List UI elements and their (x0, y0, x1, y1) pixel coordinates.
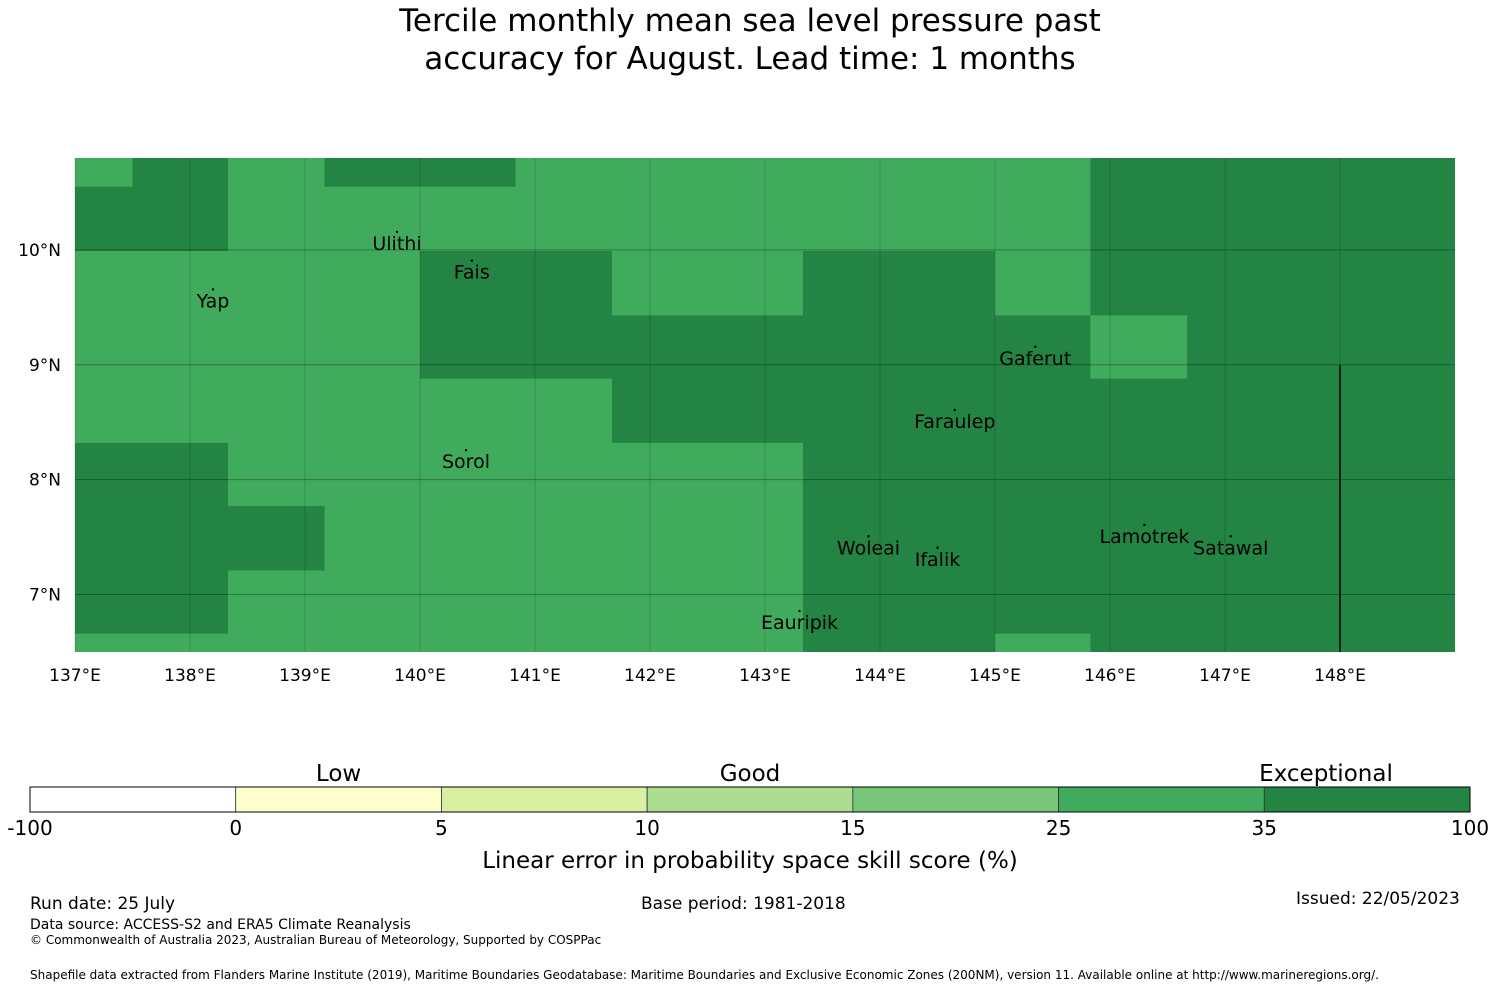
island-label: Ifalik (915, 549, 961, 571)
lon-tick-label: 146°E (1084, 666, 1136, 686)
lat-tick-label: 8°N (29, 471, 61, 491)
colorbar-bin (852, 786, 1059, 813)
colorbar-bin (1263, 786, 1471, 813)
heatmap-cell-exceptional (1090, 251, 1188, 316)
island-marker (867, 535, 870, 538)
heatmap-cell-exceptional (899, 633, 995, 652)
colorbar-tick-label: 0 (229, 816, 242, 840)
lon-tick-label: 143°E (739, 666, 791, 686)
lon-tick-label: 139°E (279, 666, 331, 686)
lat-tick-label: 7°N (29, 586, 61, 606)
island-label: Satawal (1193, 537, 1268, 559)
colorbar-bin (441, 786, 648, 813)
island-label: Gaferut (999, 348, 1071, 370)
colorbar-tick-label: 100 (1451, 816, 1489, 840)
colorbar-tick-label: 10 (634, 816, 659, 840)
lon-tick-label: 138°E (164, 666, 216, 686)
map-panel (74, 158, 1455, 652)
island-label: Sorol (442, 451, 490, 473)
title-line-1: Tercile monthly mean sea level pressure … (399, 3, 1101, 39)
colorbar-tick-label: 15 (840, 816, 865, 840)
island-marker (798, 609, 801, 613)
lon-tick-label: 142°E (624, 666, 676, 686)
lon-tick-label: 137°E (49, 666, 101, 686)
heatmap-cell-exceptional (802, 251, 995, 652)
heatmap-cell-exceptional (75, 442, 228, 634)
copyright-notice: © Commonwealth of Australia 2023, Austra… (30, 933, 602, 947)
colorbar: -100 0 5 10 15 25 35 100 Low Good Exceptional Linea… (7, 761, 1489, 874)
heatmap-cell-exceptional (132, 158, 228, 187)
lon-tick-label: 148°E (1314, 666, 1366, 686)
heatmap-cell-good (1090, 315, 1188, 379)
heatmap-cell-exceptional (227, 506, 325, 571)
island-marker (1034, 345, 1037, 348)
heatmap-cell-exceptional (1090, 158, 1455, 252)
colorbar-bin (29, 786, 237, 813)
heatmap-cell-exceptional (420, 251, 613, 379)
island-marker (1143, 523, 1146, 527)
heatmap-cell-exceptional (995, 315, 1091, 634)
colorbar-tick-label: -100 (7, 816, 52, 840)
island-marker (211, 288, 215, 291)
island-marker (953, 408, 956, 412)
colorbar-bin (235, 786, 442, 813)
island-label: Yap (196, 290, 230, 312)
island-label: Eauripik (761, 612, 838, 634)
shapefile-credit: Shapefile data extracted from Flanders M… (30, 968, 1379, 982)
map-title: Tercile monthly mean sea level pressure … (0, 2, 1500, 78)
island-marker (936, 546, 939, 550)
island-marker (464, 448, 468, 452)
lat-tick-label: 9°N (29, 356, 61, 376)
island-label: Woleai (837, 537, 900, 559)
colorbar-frame (29, 786, 1471, 813)
title-line-2: accuracy for August. Lead time: 1 months (424, 41, 1076, 77)
colorbar-category-label: Exceptional (1259, 761, 1393, 787)
colorbar-bin (646, 786, 854, 813)
colorbar-bin (1058, 786, 1265, 813)
island-label: Fais (454, 262, 490, 284)
colorbar-tick-label: 5 (435, 816, 448, 840)
island-label: Ulithi (372, 233, 421, 255)
colorbar-tick-label: 35 (1252, 816, 1277, 840)
lon-tick-label: 147°E (1199, 666, 1251, 686)
lat-tick-label: 10°N (18, 241, 61, 261)
data-source: Data source: ACCESS-S2 and ERA5 Climate … (30, 917, 411, 933)
issued-date: Issued: 22/05/2023 (1296, 889, 1460, 909)
base-period: Base period: 1981-2018 (641, 894, 846, 914)
island-label: Faraulep (914, 411, 995, 433)
run-date: Run date: 25 July (30, 894, 176, 914)
island-label: Lamotrek (1100, 526, 1190, 548)
colorbar-tick-label: 25 (1046, 816, 1071, 840)
lon-tick-label: 144°E (854, 666, 906, 686)
heatmap-cell-exceptional (612, 315, 803, 443)
heatmap-cell-exceptional (1187, 251, 1455, 316)
colorbar-category-label: Low (316, 761, 361, 787)
island-marker (1229, 535, 1232, 538)
lon-tick-label: 141°E (509, 666, 561, 686)
heatmap-cell-exceptional (324, 158, 516, 187)
lon-tick-label: 140°E (394, 666, 446, 686)
heatmap-cell-exceptional (75, 186, 228, 252)
colorbar-category-label: Good (720, 761, 781, 787)
island-marker (470, 259, 473, 262)
colorbar-axis-label: Linear error in probability space skill … (482, 848, 1018, 874)
lon-tick-label: 145°E (969, 666, 1021, 686)
island-marker (395, 230, 399, 234)
